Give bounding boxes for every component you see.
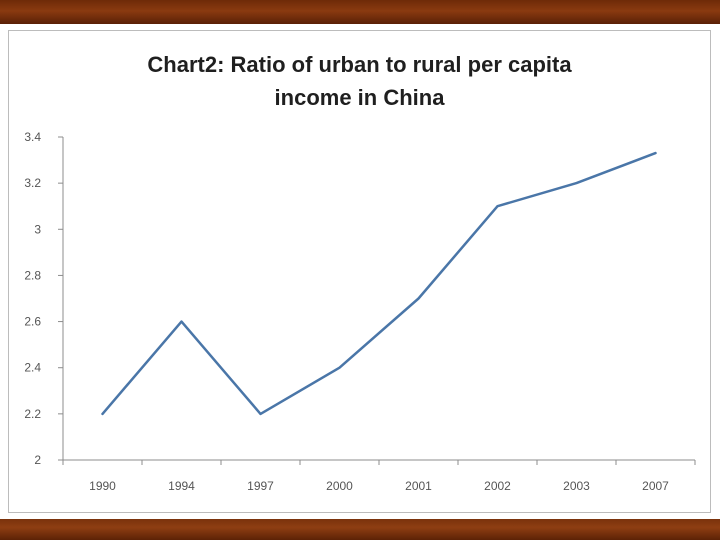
x-tick-label: 1990 xyxy=(89,479,116,493)
x-tick-label: 2000 xyxy=(326,479,353,493)
chart-title: Chart2: Ratio of urban to rural per capi… xyxy=(8,48,711,114)
x-tick-label: 2003 xyxy=(563,479,590,493)
x-tick-label: 2007 xyxy=(642,479,669,493)
y-tick-label: 2.8 xyxy=(24,268,41,282)
chart-title-line-1: Chart2: Ratio of urban to rural per capi… xyxy=(147,52,572,77)
y-tick-label: 2.6 xyxy=(24,315,41,329)
series-line xyxy=(101,151,657,416)
x-tick-label: 2002 xyxy=(484,479,511,493)
chart-title-line-2: income in China xyxy=(274,85,445,110)
x-tick-label: 2001 xyxy=(405,479,432,493)
chart-frame xyxy=(8,30,711,513)
y-tick-label: 3.4 xyxy=(24,130,41,144)
y-tick-label: 2.4 xyxy=(24,361,41,375)
y-tick-label: 2 xyxy=(34,453,41,467)
y-tick-label: 2.2 xyxy=(24,407,41,421)
top-banner xyxy=(0,0,720,24)
x-tick-label: 1994 xyxy=(168,479,195,493)
y-tick-label: 3 xyxy=(34,222,41,236)
x-tick-label: 1997 xyxy=(247,479,274,493)
bottom-banner xyxy=(0,519,720,540)
y-tick-label: 3.2 xyxy=(24,176,41,190)
